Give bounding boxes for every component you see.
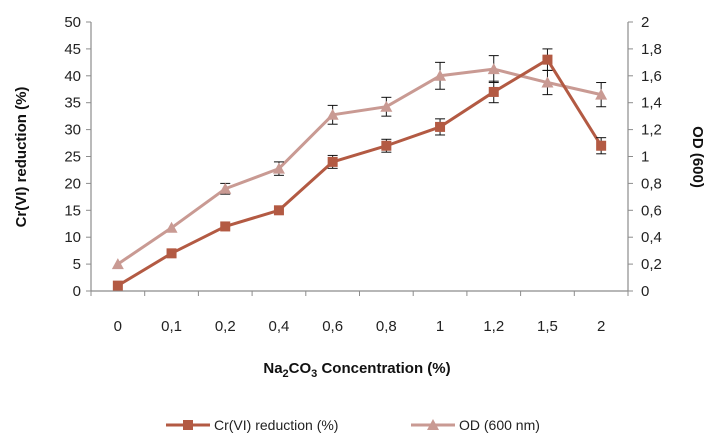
x-axis-title-sub: 2 <box>283 368 289 380</box>
x-tick-label: 1 <box>436 318 444 335</box>
x-tick-label: 0,2 <box>215 318 236 335</box>
x-tick-label: 0 <box>114 318 122 335</box>
series-line <box>117 67 602 266</box>
y-tick-right-label: 2 <box>641 14 649 31</box>
data-point-square <box>381 140 392 151</box>
x-tick-label: 0,1 <box>161 318 182 335</box>
y-tick-left-label: 0 <box>73 283 81 300</box>
y-axis-left-title: Cr(VI) reduction (%) <box>13 87 30 228</box>
data-point-triangle <box>326 108 339 120</box>
y-tick-right-label: 1 <box>641 149 649 166</box>
x-axis-title: Na2CO3 Concentration (%) <box>263 360 450 380</box>
y-tick-left-label: 5 <box>73 256 81 273</box>
data-point-triangle <box>272 162 285 174</box>
y-tick-left-label: 30 <box>64 122 81 139</box>
legend-item-cr: Cr(VI) reduction (%) <box>166 417 338 433</box>
data-point-square <box>488 86 499 97</box>
x-tick-label: 0,4 <box>269 318 290 335</box>
x-axis-title-part: Concentration (%) <box>317 360 450 377</box>
y-tick-right-label: 0,6 <box>641 202 662 219</box>
x-axis-title-part: Na <box>263 360 283 377</box>
x-axis-title-sub: 3 <box>311 368 317 380</box>
data-point-square <box>220 221 231 232</box>
data-point-triangle <box>219 182 232 194</box>
y-tick-right-label: 0,8 <box>641 175 662 192</box>
data-point-square <box>435 121 446 132</box>
x-tick-label: 0,6 <box>322 318 343 335</box>
legend-item-od: OD (600 nm) <box>411 417 540 433</box>
y-tick-right-label: 1,8 <box>641 41 662 58</box>
legend-marker-triangle <box>427 419 439 430</box>
series-cr-reduction <box>112 48 607 291</box>
y-tick-left-label: 20 <box>64 175 81 192</box>
data-point-triangle <box>434 69 447 81</box>
y-tick-left-label: 45 <box>64 41 81 58</box>
legend: Cr(VI) reduction (%) OD (600 nm) <box>166 417 540 433</box>
y-tick-left-label: 10 <box>64 229 81 246</box>
series-od-600 <box>111 55 608 270</box>
y-tick-left-label: 50 <box>64 14 81 31</box>
y-tick-left-label: 25 <box>64 149 81 166</box>
data-point-square <box>327 156 338 167</box>
y-tick-left-label: 15 <box>64 202 81 219</box>
legend-label-od: OD (600 nm) <box>459 417 540 433</box>
y-axis-right-title: OD (600) <box>689 126 706 188</box>
x-tick-label: 0,8 <box>376 318 397 335</box>
data-point-square <box>596 140 607 151</box>
series-line <box>117 58 603 287</box>
x-axis-title-part: CO <box>289 360 312 377</box>
y-tick-left-label: 40 <box>64 68 81 85</box>
data-point-triangle <box>541 76 554 88</box>
legend-label-cr: Cr(VI) reduction (%) <box>214 417 338 433</box>
data-point-triangle <box>595 88 608 100</box>
data-point-square <box>542 54 553 65</box>
x-tick-label: 1,5 <box>537 318 558 335</box>
data-point-triangle <box>380 100 393 112</box>
data-point-square <box>273 205 284 216</box>
y-tick-right-label: 0,4 <box>641 229 662 246</box>
data-point-triangle <box>487 63 500 75</box>
y-tick-right-label: 0 <box>641 283 649 300</box>
data-point-triangle <box>111 258 124 270</box>
y-tick-right-label: 1,2 <box>641 122 662 139</box>
y-tick-right-label: 1,6 <box>641 68 662 85</box>
x-tick-label: 1,2 <box>483 318 504 335</box>
y-tick-left-label: 35 <box>64 95 81 112</box>
x-tick-label: 2 <box>597 318 605 335</box>
y-tick-right-label: 0,2 <box>641 256 662 273</box>
data-point-square <box>166 248 177 259</box>
legend-marker-square <box>183 420 193 430</box>
data-point-square <box>112 280 123 291</box>
axes: 0510152025303540455000,20,40,60,811,21,4… <box>64 14 662 335</box>
y-tick-right-label: 1,4 <box>641 95 662 112</box>
data-point-triangle <box>165 221 178 233</box>
series-layer <box>111 48 608 291</box>
